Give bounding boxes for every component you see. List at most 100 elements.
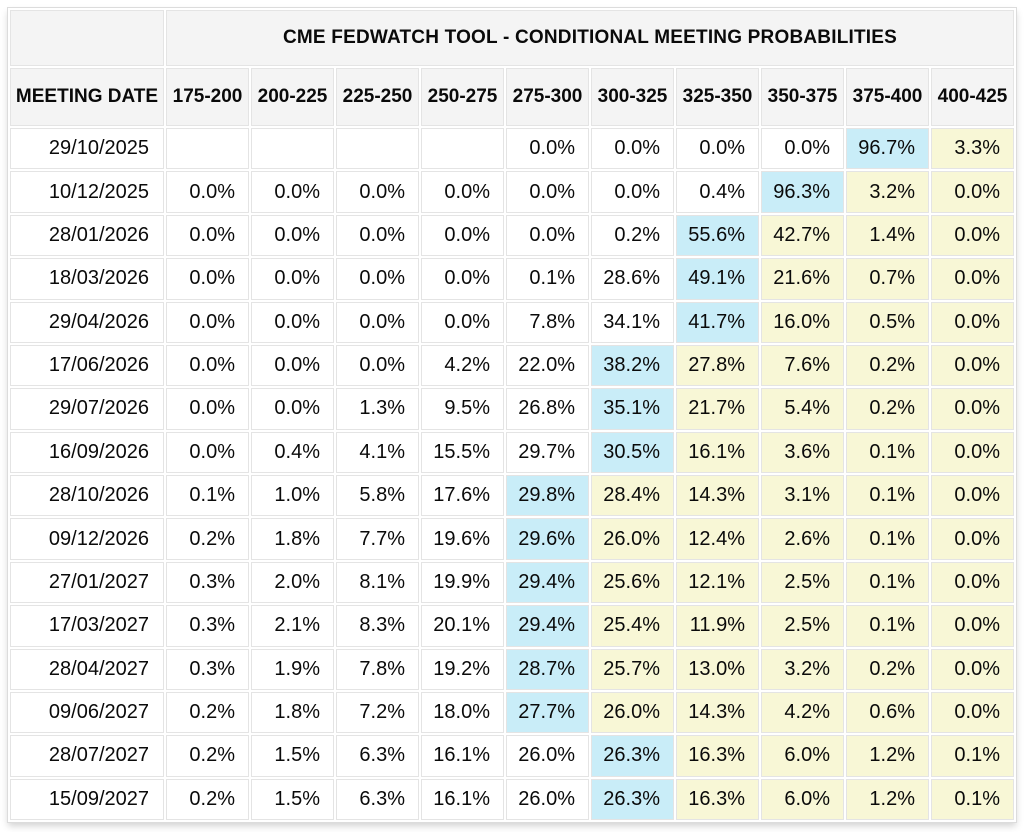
title-row: CME FEDWATCH TOOL - CONDITIONAL MEETING … bbox=[10, 10, 1014, 66]
probability-cell: 3.6% bbox=[761, 431, 844, 473]
probability-cell: 28.6% bbox=[591, 258, 674, 300]
column-header-row: MEETING DATE 175-200 200-225 225-250 250-27… bbox=[10, 68, 1014, 126]
probability-cell: 12.1% bbox=[676, 561, 759, 604]
probability-cell: 21.7% bbox=[676, 388, 759, 430]
meeting-date-cell: 18/03/2026 bbox=[10, 258, 164, 300]
probability-cell: 29.6% bbox=[506, 518, 589, 560]
probability-cell: 3.2% bbox=[761, 648, 844, 690]
probability-cell: 1.9% bbox=[251, 648, 334, 690]
probability-cell: 34.1% bbox=[591, 301, 674, 343]
probability-cell: 35.1% bbox=[591, 388, 674, 430]
meeting-date-cell: 09/06/2027 bbox=[10, 691, 164, 734]
probability-cell: 0.3% bbox=[166, 561, 249, 604]
probability-cell: 0.2% bbox=[166, 735, 249, 777]
probability-cell: 0.0% bbox=[166, 214, 249, 257]
probability-cell bbox=[251, 128, 334, 170]
rate-range-header-200-225: 200-225 bbox=[251, 68, 334, 126]
rate-range-header-325-350: 325-350 bbox=[676, 68, 759, 126]
probability-cell: 0.0% bbox=[931, 388, 1014, 430]
probability-cell: 0.0% bbox=[251, 301, 334, 343]
probability-cell: 49.1% bbox=[676, 258, 759, 300]
probability-cell: 96.3% bbox=[761, 171, 844, 213]
probability-cell: 19.6% bbox=[421, 518, 504, 560]
probability-cell: 0.0% bbox=[591, 128, 674, 170]
probability-cell: 16.1% bbox=[421, 735, 504, 777]
probability-cell: 41.7% bbox=[676, 301, 759, 343]
meeting-date-cell: 28/04/2027 bbox=[10, 648, 164, 690]
probability-cell: 0.0% bbox=[931, 258, 1014, 300]
probability-cell: 4.2% bbox=[421, 344, 504, 387]
probability-cell: 2.0% bbox=[251, 561, 334, 604]
probability-cell: 0.0% bbox=[506, 128, 589, 170]
probability-cell: 0.6% bbox=[846, 691, 929, 734]
probability-cell: 1.0% bbox=[251, 475, 334, 517]
probability-cell: 0.7% bbox=[846, 258, 929, 300]
probability-cell: 0.0% bbox=[166, 171, 249, 213]
table-row: 28/10/2026 0.1% 1.0% 5.8% 17.6% 29.8% 28.4% 14.… bbox=[10, 475, 1014, 517]
probability-cell: 3.3% bbox=[931, 128, 1014, 170]
probability-cell: 0.0% bbox=[931, 344, 1014, 387]
probability-cell: 0.5% bbox=[846, 301, 929, 343]
probability-cell: 38.2% bbox=[591, 344, 674, 387]
probability-cell: 25.4% bbox=[591, 605, 674, 647]
probability-cell: 27.8% bbox=[676, 344, 759, 387]
fedwatch-probabilities-table: CME FEDWATCH TOOL - CONDITIONAL MEETING … bbox=[8, 8, 1016, 822]
probability-cell: 6.0% bbox=[761, 735, 844, 777]
probability-cell: 0.0% bbox=[336, 344, 419, 387]
probability-cell: 0.0% bbox=[931, 518, 1014, 560]
probability-cell: 15.5% bbox=[421, 431, 504, 473]
meeting-date-header: MEETING DATE bbox=[10, 68, 164, 126]
table-row: 10/12/2025 0.0% 0.0% 0.0% 0.0% 0.0% 0.0% 0.4% 96… bbox=[10, 171, 1014, 213]
probability-cell: 4.2% bbox=[761, 691, 844, 734]
probability-cell: 0.0% bbox=[421, 301, 504, 343]
probability-cell: 0.4% bbox=[676, 171, 759, 213]
probability-cell: 0.0% bbox=[421, 258, 504, 300]
probability-cell: 0.0% bbox=[336, 171, 419, 213]
probability-cell: 0.0% bbox=[336, 258, 419, 300]
probability-cell: 28.7% bbox=[506, 648, 589, 690]
table-row: 28/04/2027 0.3% 1.9% 7.8% 19.2% 28.7% 25.7% 13.… bbox=[10, 648, 1014, 690]
probability-cell: 9.5% bbox=[421, 388, 504, 430]
probability-cell: 0.0% bbox=[506, 171, 589, 213]
probability-cell: 0.0% bbox=[336, 301, 419, 343]
probability-cell: 21.6% bbox=[761, 258, 844, 300]
probability-cell: 0.0% bbox=[931, 171, 1014, 213]
probability-cell: 0.0% bbox=[931, 605, 1014, 647]
table-row: 29/10/2025 0.0% 0.0% 0.0% 0.0% 96.7% 3.3% bbox=[10, 128, 1014, 170]
probability-cell: 28.4% bbox=[591, 475, 674, 517]
probability-cell: 0.0% bbox=[251, 258, 334, 300]
probability-cell: 0.2% bbox=[846, 648, 929, 690]
probability-cell: 0.0% bbox=[676, 128, 759, 170]
probability-cell: 27.7% bbox=[506, 691, 589, 734]
table-title: CME FEDWATCH TOOL - CONDITIONAL MEETING … bbox=[166, 10, 1014, 66]
probability-cell: 0.0% bbox=[931, 475, 1014, 517]
probability-cell: 26.0% bbox=[591, 518, 674, 560]
probability-cell: 1.8% bbox=[251, 518, 334, 560]
probability-cell: 2.5% bbox=[761, 605, 844, 647]
rate-range-header-350-375: 350-375 bbox=[761, 68, 844, 126]
probability-cell: 16.0% bbox=[761, 301, 844, 343]
probability-cell: 0.0% bbox=[166, 388, 249, 430]
probability-cell: 7.8% bbox=[506, 301, 589, 343]
probability-cell: 0.0% bbox=[251, 171, 334, 213]
probability-cell: 7.8% bbox=[336, 648, 419, 690]
probability-cell: 3.1% bbox=[761, 475, 844, 517]
probability-cell: 0.1% bbox=[931, 735, 1014, 777]
table-row: 17/03/2027 0.3% 2.1% 8.3% 20.1% 29.4% 25.4% 11.… bbox=[10, 605, 1014, 647]
meeting-date-cell: 28/10/2026 bbox=[10, 475, 164, 517]
table-row: 27/01/2027 0.3% 2.0% 8.1% 19.9% 29.4% 25.6% 12.… bbox=[10, 561, 1014, 604]
probability-cell: 30.5% bbox=[591, 431, 674, 473]
probability-cell: 14.3% bbox=[676, 475, 759, 517]
probability-cell: 19.9% bbox=[421, 561, 504, 604]
probability-cell: 0.1% bbox=[846, 475, 929, 517]
probability-cell: 0.1% bbox=[846, 518, 929, 560]
probability-cell: 55.6% bbox=[676, 214, 759, 257]
probability-cell: 19.2% bbox=[421, 648, 504, 690]
probability-cell: 1.8% bbox=[251, 691, 334, 734]
meeting-date-cell: 29/10/2025 bbox=[10, 128, 164, 170]
probability-cell: 8.3% bbox=[336, 605, 419, 647]
probability-cell: 12.4% bbox=[676, 518, 759, 560]
probability-cell: 4.1% bbox=[336, 431, 419, 473]
probability-cell: 26.0% bbox=[591, 691, 674, 734]
probability-cell: 29.7% bbox=[506, 431, 589, 473]
